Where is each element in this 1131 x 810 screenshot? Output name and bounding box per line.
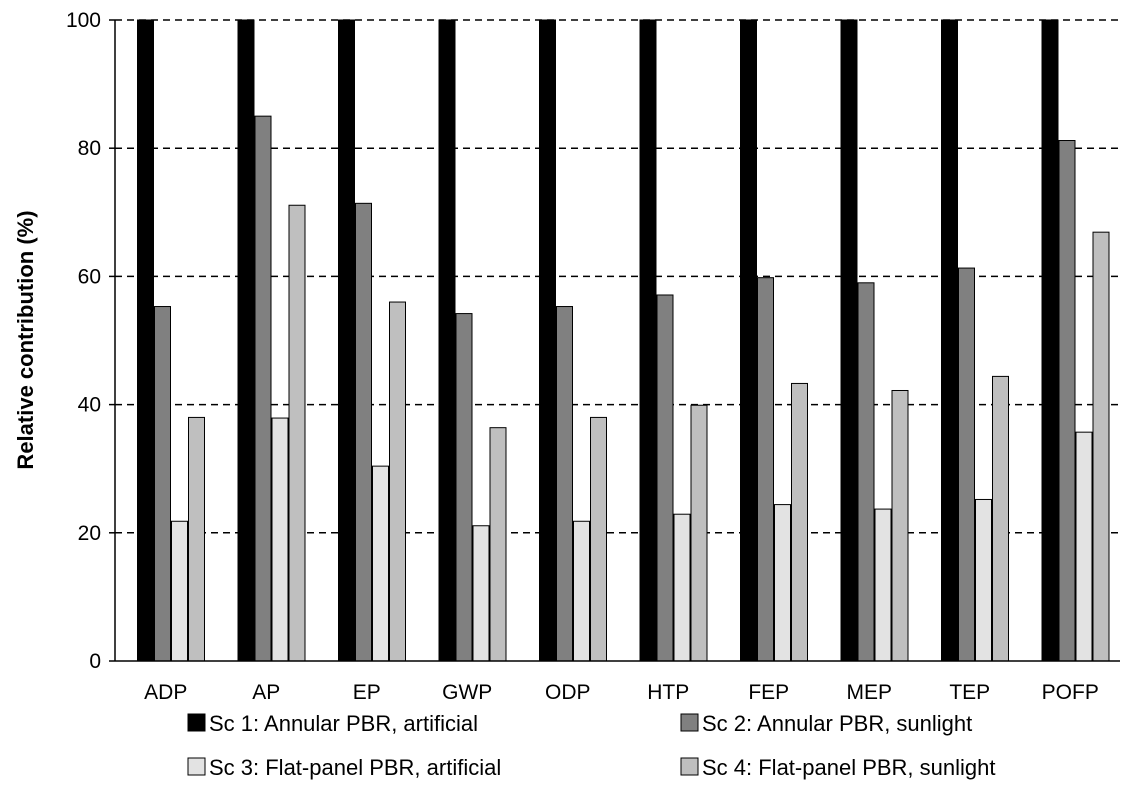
bar [690, 404, 708, 662]
bar [573, 520, 590, 662]
x-category-label: FEP [748, 681, 789, 704]
y-tick-label: 0 [89, 650, 101, 673]
bar [757, 277, 774, 662]
bar [656, 294, 674, 662]
bar [338, 19, 355, 662]
y-axis-title: Relative contribution (%) [13, 210, 38, 469]
y-tick-label: 100 [66, 9, 101, 32]
bar [539, 19, 556, 662]
bar [1041, 19, 1059, 662]
legend-swatch [680, 713, 699, 732]
y-tick-label: 60 [78, 265, 101, 288]
bar [774, 504, 791, 662]
bar [171, 520, 188, 662]
legend-swatch [680, 757, 699, 776]
bar [673, 513, 691, 662]
bar [791, 382, 808, 662]
bar [941, 19, 958, 662]
bar [590, 416, 607, 662]
bar [857, 282, 875, 662]
bar [489, 427, 507, 662]
x-category-label: EP [353, 681, 381, 704]
bar [1058, 140, 1076, 662]
bars [137, 19, 1110, 662]
legend-label: Sc 2: Annular PBR, sunlight [702, 711, 972, 736]
bar [188, 416, 205, 662]
y-tick-labels: 0 20 40 60 80 100 [66, 9, 115, 673]
bar [1092, 231, 1110, 662]
bar [1075, 431, 1093, 662]
x-category-label: HTP [647, 681, 689, 704]
x-category-labels: ADP AP EP GWP ODP HTP FEP MEP TEP POFP [144, 681, 1099, 704]
x-category-label: TEP [949, 681, 990, 704]
bar [237, 19, 255, 662]
bar [740, 19, 757, 662]
legend-swatch [187, 757, 206, 776]
bar [992, 375, 1009, 662]
bar [639, 19, 657, 662]
bar [891, 389, 909, 662]
axes [114, 20, 1120, 662]
x-category-label: ADP [144, 681, 187, 704]
bar [438, 19, 456, 662]
bar [137, 19, 154, 662]
bar [472, 525, 490, 662]
bar [271, 417, 289, 662]
bar [455, 313, 473, 662]
x-category-label: POFP [1042, 681, 1099, 704]
x-category-label: GWP [442, 681, 492, 704]
y-tick-label: 80 [78, 137, 101, 160]
bar [288, 204, 306, 662]
bar [389, 301, 406, 662]
legend-swatch [187, 713, 206, 732]
bar [355, 202, 372, 662]
x-category-label: AP [252, 681, 280, 704]
bar [372, 465, 389, 662]
legend-label: Sc 1: Annular PBR, artificial [209, 711, 478, 736]
legend: Sc 1: Annular PBR, artificial Sc 2: Annul… [187, 711, 995, 780]
x-category-label: ODP [545, 681, 591, 704]
y-tick-label: 40 [78, 394, 101, 417]
x-category-label: MEP [846, 681, 892, 704]
bar [840, 19, 858, 662]
bar [556, 306, 573, 662]
legend-label: Sc 4: Flat-panel PBR, sunlight [702, 755, 995, 780]
bar [154, 306, 171, 662]
y-tick-label: 20 [78, 522, 101, 545]
legend-label: Sc 3: Flat-panel PBR, artificial [209, 755, 501, 780]
bar [874, 508, 892, 662]
bar [958, 267, 975, 662]
bar [975, 498, 992, 662]
bar [254, 115, 272, 662]
